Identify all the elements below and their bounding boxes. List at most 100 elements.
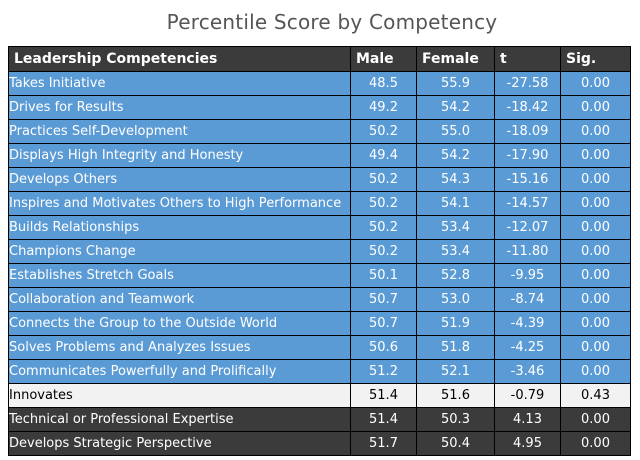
t-value: -4.39: [494, 311, 561, 336]
female-score: 51.8: [416, 335, 495, 360]
header-male: Male: [350, 46, 417, 72]
male-score: 50.7: [350, 287, 417, 312]
male-score: 51.4: [350, 383, 417, 408]
t-value: -12.07: [494, 215, 561, 240]
t-value: -17.90: [494, 143, 561, 168]
sig-value: 0.00: [560, 215, 631, 240]
competency-name: Develops Others: [8, 167, 351, 192]
table-body: Takes Initiative 48.5 55.9 -27.58 0.00 Drives…: [8, 71, 631, 456]
table-row: Technical or Professional Expertise 51.4 5…: [8, 407, 631, 432]
table-row: Drives for Results 49.2 54.2 -18.42 0.00: [8, 95, 631, 120]
sig-value: 0.00: [560, 407, 631, 432]
male-score: 50.2: [350, 191, 417, 216]
male-score: 50.7: [350, 311, 417, 336]
table-row: Displays High Integrity and Honesty 49.4 5…: [8, 143, 631, 168]
competency-name: Drives for Results: [8, 95, 351, 120]
t-value: -11.80: [494, 239, 561, 264]
competency-name: Connects the Group to the Outside World: [8, 311, 351, 336]
header-sig: Sig.: [560, 46, 631, 72]
t-value: -14.57: [494, 191, 561, 216]
female-score: 54.1: [416, 191, 495, 216]
competency-name: Takes Initiative: [8, 71, 351, 96]
female-score: 55.9: [416, 71, 495, 96]
header-t: t: [494, 46, 561, 72]
t-value: -4.25: [494, 335, 561, 360]
sig-value: 0.43: [560, 383, 631, 408]
t-value: -3.46: [494, 359, 561, 384]
table-row: Takes Initiative 48.5 55.9 -27.58 0.00: [8, 71, 631, 96]
table-row: Connects the Group to the Outside World 5…: [8, 311, 631, 336]
sig-value: 0.00: [560, 311, 631, 336]
female-score: 50.4: [416, 431, 495, 456]
table-row: Communicates Powerfully and Prolifically…: [8, 359, 631, 384]
sig-value: 0.00: [560, 359, 631, 384]
competency-name: Displays High Integrity and Honesty: [8, 143, 351, 168]
t-value: -8.74: [494, 287, 561, 312]
table-row: Champions Change 50.2 53.4 -11.80 0.00: [8, 239, 631, 264]
male-score: 48.5: [350, 71, 417, 96]
female-score: 52.8: [416, 263, 495, 288]
competency-name: Technical or Professional Expertise: [8, 407, 351, 432]
t-value: -18.09: [494, 119, 561, 144]
sig-value: 0.00: [560, 71, 631, 96]
female-score: 54.3: [416, 167, 495, 192]
male-score: 51.2: [350, 359, 417, 384]
female-score: 50.3: [416, 407, 495, 432]
t-value: -15.16: [494, 167, 561, 192]
male-score: 51.4: [350, 407, 417, 432]
competency-name: Champions Change: [8, 239, 351, 264]
female-score: 53.4: [416, 215, 495, 240]
sig-value: 0.00: [560, 335, 631, 360]
table-row: Collaboration and Teamwork 50.7 53.0 -8.74 0…: [8, 287, 631, 312]
female-score: 55.0: [416, 119, 495, 144]
female-score: 54.2: [416, 143, 495, 168]
female-score: 54.2: [416, 95, 495, 120]
male-score: 50.2: [350, 167, 417, 192]
table-row: Builds Relationships 50.2 53.4 -12.07 0.00: [8, 215, 631, 240]
sig-value: 0.00: [560, 143, 631, 168]
t-value: 4.95: [494, 431, 561, 456]
table-row: Develops Strategic Perspective 51.7 50.4 4.…: [8, 431, 631, 456]
male-score: 50.1: [350, 263, 417, 288]
sig-value: 0.00: [560, 191, 631, 216]
t-value: 4.13: [494, 407, 561, 432]
sig-value: 0.00: [560, 239, 631, 264]
male-score: 50.6: [350, 335, 417, 360]
competency-name: Develops Strategic Perspective: [8, 431, 351, 456]
sig-value: 0.00: [560, 431, 631, 456]
sig-value: 0.00: [560, 119, 631, 144]
table-row: Establishes Stretch Goals 50.1 52.8 -9.95 0.…: [8, 263, 631, 288]
sig-value: 0.00: [560, 287, 631, 312]
sig-value: 0.00: [560, 167, 631, 192]
competency-name: Inspires and Motivates Others to High Pe…: [8, 191, 351, 216]
male-score: 50.2: [350, 239, 417, 264]
male-score: 50.2: [350, 215, 417, 240]
competency-name: Communicates Powerfully and Prolifically: [8, 359, 351, 384]
competency-name: Innovates: [8, 383, 351, 408]
competency-table: Leadership Competencies Male Female t Si…: [8, 46, 631, 456]
male-score: 49.2: [350, 95, 417, 120]
header-competencies: Leadership Competencies: [8, 46, 351, 72]
male-score: 51.7: [350, 431, 417, 456]
competency-name: Solves Problems and Analyzes Issues: [8, 335, 351, 360]
t-value: -0.79: [494, 383, 561, 408]
sig-value: 0.00: [560, 95, 631, 120]
t-value: -18.42: [494, 95, 561, 120]
table-row: Innovates 51.4 51.6 -0.79 0.43: [8, 383, 631, 408]
competency-name: Collaboration and Teamwork: [8, 287, 351, 312]
competency-name: Practices Self-Development: [8, 119, 351, 144]
t-value: -27.58: [494, 71, 561, 96]
female-score: 53.0: [416, 287, 495, 312]
male-score: 49.4: [350, 143, 417, 168]
header-female: Female: [416, 46, 495, 72]
sig-value: 0.00: [560, 263, 631, 288]
male-score: 50.2: [350, 119, 417, 144]
t-value: -9.95: [494, 263, 561, 288]
table-row: Develops Others 50.2 54.3 -15.16 0.00: [8, 167, 631, 192]
female-score: 51.6: [416, 383, 495, 408]
female-score: 52.1: [416, 359, 495, 384]
female-score: 53.4: [416, 239, 495, 264]
competency-name: Establishes Stretch Goals: [8, 263, 351, 288]
table-header-row: Leadership Competencies Male Female t Si…: [8, 46, 631, 72]
table-row: Practices Self-Development 50.2 55.0 -18.09…: [8, 119, 631, 144]
